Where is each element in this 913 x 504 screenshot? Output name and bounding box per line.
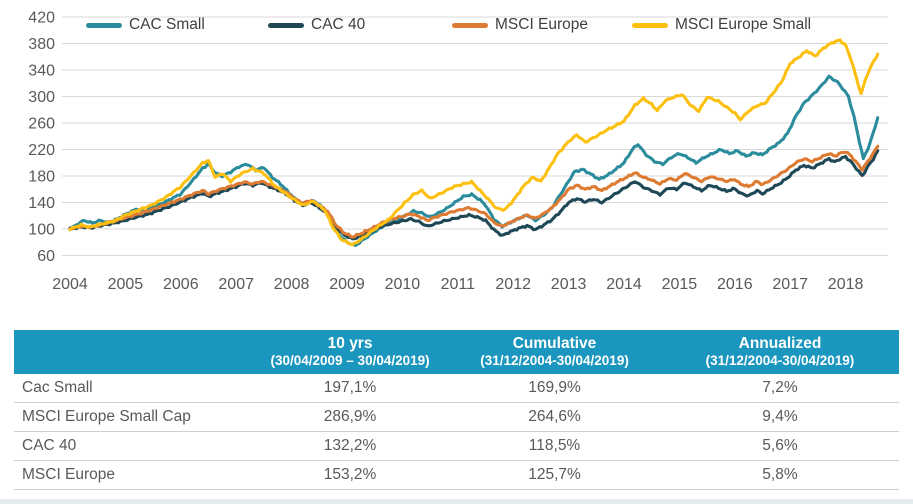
- x-axis-tick-label: 2008: [274, 276, 310, 293]
- legend-item-msci-europe-small: MSCI Europe Small: [632, 14, 811, 36]
- y-axis-tick-label: 180: [28, 169, 55, 186]
- value-cell: 5,8%: [660, 460, 899, 490]
- value-cell: 264,6%: [448, 402, 661, 432]
- header-date-range: (31/12/2004-30/04/2019): [480, 352, 629, 368]
- series-line-msci-europe: [68, 144, 880, 239]
- value-cell: 125,7%: [448, 460, 661, 490]
- row-label: MSCI Europe Small Cap: [14, 402, 253, 432]
- x-axis-tick-label: 2004: [52, 276, 88, 293]
- chart-legend: CAC Small CAC 40 MSCI Europe MSCI Europe Sm…: [0, 14, 913, 36]
- value-cell: 286,9%: [252, 402, 449, 432]
- header-label: Annualized: [738, 334, 822, 352]
- legend-label: CAC 40: [311, 16, 366, 33]
- y-axis-tick-label: 260: [28, 116, 55, 133]
- legend-item-msci-europe: MSCI Europe: [452, 14, 588, 36]
- performance-table: 10 yrs (30/04/2009 – 30/04/2019) Cumulativ…: [14, 330, 899, 490]
- legend-item-cac-40: CAC 40: [268, 14, 365, 36]
- x-axis-tick-label: 2011: [441, 276, 476, 293]
- y-axis-tick-label: 340: [28, 63, 55, 80]
- x-axis-tick-label: 2016: [717, 276, 753, 293]
- x-axis-tick-label: 2007: [218, 276, 254, 293]
- row-label: CAC 40: [14, 431, 253, 461]
- y-axis-tick-label: 60: [37, 248, 55, 265]
- x-axis-tick-label: 2013: [551, 276, 587, 293]
- legend-swatch-icon: [268, 22, 304, 28]
- legend-swatch-icon: [632, 22, 668, 28]
- value-cell: 132,2%: [252, 431, 449, 461]
- value-cell: 197,1%: [252, 374, 449, 403]
- performance-table-header: 10 yrs (30/04/2009 – 30/04/2019) Cumulativ…: [14, 330, 899, 374]
- x-axis-tick-label: 2010: [385, 276, 421, 293]
- value-cell: 5,6%: [660, 431, 899, 461]
- header-date-range: (30/04/2009 – 30/04/2019): [270, 352, 430, 368]
- series-line-msci-europe-small: [68, 38, 880, 247]
- y-axis-tick-label: 420: [28, 10, 55, 27]
- table-row: MSCI Europe Small Cap 286,9% 264,6% 9,4%: [14, 402, 899, 432]
- x-axis-tick-label: 2018: [828, 276, 864, 293]
- performance-line-chart: 420 380 340 300 260 220 180 140 100 60 2004 2005 200…: [0, 10, 913, 293]
- table-header-row: 10 yrs (30/04/2009 – 30/04/2019) Cumulativ…: [14, 330, 899, 374]
- value-cell: 153,2%: [252, 460, 449, 490]
- chart-canvas: 420 380 340 300 260 220 180 140 100 60 2004 2005 200…: [28, 10, 888, 293]
- x-axis-tick-label: 2014: [606, 276, 642, 293]
- legend-label: MSCI Europe Small: [675, 16, 812, 33]
- header-cell-cumulative: Cumulative (31/12/2004-30/04/2019): [448, 330, 661, 374]
- x-axis-tick-label: 2015: [662, 276, 698, 293]
- x-axis-tick-label: 2012: [495, 276, 531, 293]
- table-row: CAC 40 132,2% 118,5% 5,6%: [14, 431, 899, 461]
- legend-swatch-icon: [452, 22, 488, 28]
- performance-table-body: Cac Small 197,1% 169,9% 7,2% MSCI Europe Sma…: [14, 374, 899, 490]
- y-axis-tick-label: 140: [28, 195, 55, 212]
- legend-label: CAC Small: [129, 16, 205, 33]
- y-axis-tick-label: 220: [28, 142, 55, 159]
- y-axis-tick-label: 380: [28, 36, 55, 53]
- header-date-range: (31/12/2004-30/04/2019): [705, 352, 855, 368]
- x-axis-tick-label: 2005: [108, 276, 144, 293]
- y-axis-tick-label: 100: [28, 222, 55, 239]
- series-line-cac-small: [68, 74, 880, 248]
- header-cell-10-yrs: 10 yrs (30/04/2009 – 30/04/2019): [252, 330, 449, 374]
- table-row: Cac Small 197,1% 169,9% 7,2%: [14, 374, 899, 403]
- legend-item-cac-small: CAC Small: [86, 14, 205, 36]
- table-row: MSCI Europe 153,2% 125,7% 5,8%: [14, 460, 899, 490]
- value-cell: 169,9%: [448, 374, 661, 403]
- row-label: MSCI Europe: [14, 460, 253, 490]
- series-line-cac-40: [68, 149, 880, 241]
- x-axis-tick-label: 2017: [772, 276, 808, 293]
- y-axis-tick-label: 300: [28, 89, 55, 106]
- legend-swatch-icon: [86, 22, 122, 28]
- bottom-divider: [0, 499, 913, 504]
- header-label: 10 yrs: [327, 334, 373, 352]
- row-label: Cac Small: [14, 374, 253, 403]
- legend-label: MSCI Europe: [495, 16, 589, 33]
- header-cell-annualized: Annualized (31/12/2004-30/04/2019): [660, 330, 899, 374]
- value-cell: 7,2%: [660, 374, 899, 403]
- header-cell-blank: [14, 330, 253, 374]
- value-cell: 118,5%: [448, 431, 661, 461]
- header-label: Cumulative: [512, 334, 597, 352]
- x-axis-tick-label: 2006: [163, 276, 199, 293]
- x-axis-tick-label: 2009: [329, 276, 365, 293]
- value-cell: 9,4%: [660, 402, 899, 432]
